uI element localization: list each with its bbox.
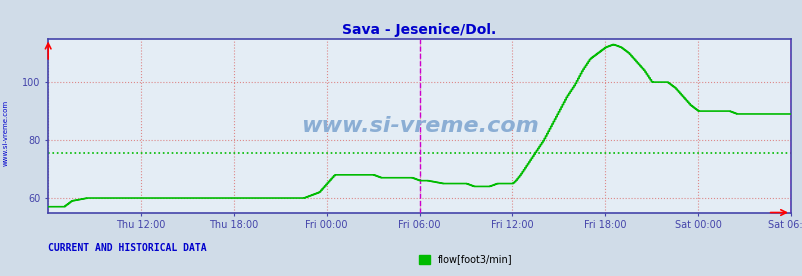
Text: www.si-vreme.com: www.si-vreme.com xyxy=(300,116,538,136)
Text: www.si-vreme.com: www.si-vreme.com xyxy=(2,99,8,166)
Legend: flow[foot3/min]: flow[foot3/min] xyxy=(415,251,516,268)
Title: Sava - Jesenice/Dol.: Sava - Jesenice/Dol. xyxy=(342,23,496,38)
Text: CURRENT AND HISTORICAL DATA: CURRENT AND HISTORICAL DATA xyxy=(48,243,207,253)
